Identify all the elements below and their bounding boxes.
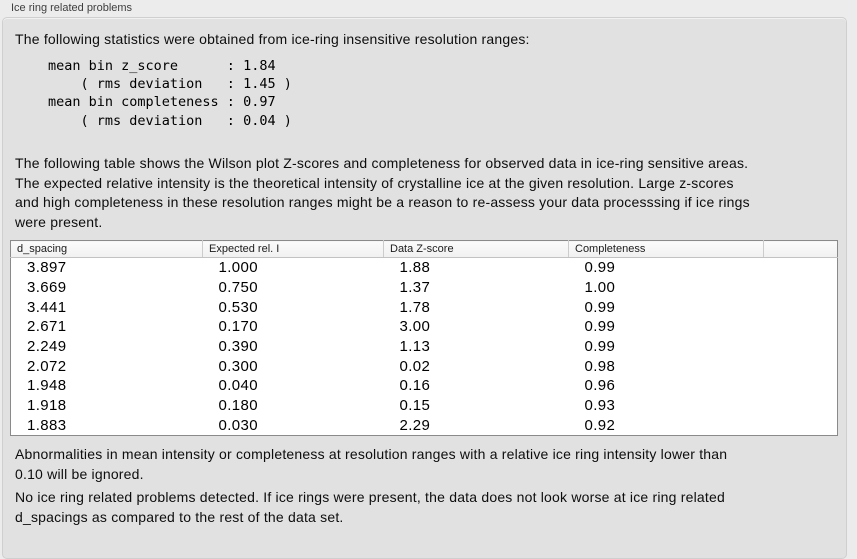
- table-caption: The following table shows the Wilson plo…: [15, 155, 750, 230]
- cell-d-spacing: 3.669: [27, 279, 67, 297]
- intro-text: The following statistics were obtained f…: [15, 31, 530, 47]
- cell-expected-rel-i: 0.170: [218, 318, 259, 336]
- table-row[interactable]: 3.897 1.000 1.88 0.99: [11, 258, 838, 278]
- ice-ring-table-container[interactable]: d_spacing Expected rel. I Data Z-score C…: [10, 240, 838, 437]
- cell-expected-rel-i: 0.300: [218, 357, 259, 375]
- ignore-note: Abnormalities in mean intensity or compl…: [15, 446, 728, 482]
- cell-empty: [764, 396, 838, 416]
- cell-empty: [764, 376, 838, 396]
- cell-empty: [764, 297, 838, 317]
- cell-data-z-score: 0.16: [399, 377, 431, 395]
- table-body: 3.897 1.000 1.88 0.99 3.669 0.750 1.37 1…: [11, 258, 838, 436]
- cell-completeness: 0.92: [584, 416, 616, 434]
- cell-expected-rel-i: 1.000: [218, 259, 259, 277]
- cell-data-z-score: 0.15: [399, 397, 431, 415]
- conclusion-text: No ice ring related problems detected. I…: [15, 489, 725, 525]
- stats-block: mean bin z_score : 1.84 ( rms deviation …: [48, 58, 292, 129]
- cell-expected-rel-i: 0.030: [218, 416, 259, 434]
- cell-completeness: 0.99: [584, 318, 616, 336]
- cell-d-spacing: 3.897: [27, 259, 67, 277]
- cell-empty: [764, 337, 838, 357]
- cell-expected-rel-i: 0.390: [218, 338, 259, 356]
- table-row[interactable]: 3.441 0.530 1.78 0.99: [11, 297, 838, 317]
- cell-empty: [764, 258, 838, 278]
- cell-empty: [764, 317, 838, 337]
- cell-data-z-score: 2.29: [399, 416, 431, 434]
- cell-data-z-score: 1.78: [399, 298, 431, 316]
- table-row[interactable]: 2.671 0.170 3.00 0.99: [11, 317, 838, 337]
- table-row[interactable]: 2.072 0.300 0.02 0.98: [11, 356, 838, 376]
- table-header-row: d_spacing Expected rel. I Data Z-score C…: [10, 240, 838, 258]
- cell-completeness: 0.99: [584, 298, 616, 316]
- col-header-data-z-score[interactable]: Data Z-score: [383, 240, 569, 258]
- cell-d-spacing: 1.883: [27, 416, 67, 434]
- cell-d-spacing: 2.072: [27, 357, 67, 375]
- cell-d-spacing: 3.441: [27, 298, 67, 316]
- cell-d-spacing: 2.249: [27, 338, 67, 356]
- cell-data-z-score: 0.02: [399, 357, 431, 375]
- cell-completeness: 0.99: [584, 338, 616, 356]
- cell-expected-rel-i: 0.530: [218, 298, 259, 316]
- cell-data-z-score: 1.37: [399, 279, 431, 297]
- cell-completeness: 0.93: [584, 397, 616, 415]
- cell-data-z-score: 3.00: [399, 318, 431, 336]
- cell-empty: [764, 356, 838, 376]
- table-row[interactable]: 1.883 0.030 2.29 0.92: [11, 416, 838, 436]
- table-row[interactable]: 2.249 0.390 1.13 0.99: [11, 337, 838, 357]
- cell-completeness: 0.99: [584, 259, 616, 277]
- cell-expected-rel-i: 0.040: [218, 377, 259, 395]
- col-header-empty: [763, 240, 838, 258]
- cell-d-spacing: 1.948: [27, 377, 67, 395]
- cell-d-spacing: 2.671: [27, 318, 67, 336]
- cell-completeness: 1.00: [584, 279, 616, 297]
- col-header-expected-rel-i[interactable]: Expected rel. I: [202, 240, 384, 258]
- cell-empty: [764, 278, 838, 298]
- table-row[interactable]: 1.918 0.180 0.15 0.93: [11, 396, 838, 416]
- cell-completeness: 0.96: [584, 377, 616, 395]
- cell-data-z-score: 1.13: [399, 338, 431, 356]
- cell-d-spacing: 1.918: [27, 397, 67, 415]
- col-header-completeness[interactable]: Completeness: [568, 240, 764, 258]
- cell-expected-rel-i: 0.750: [218, 279, 259, 297]
- cell-data-z-score: 1.88: [399, 259, 431, 277]
- cell-expected-rel-i: 0.180: [218, 397, 259, 415]
- table-row[interactable]: 1.948 0.040 0.16 0.96: [11, 376, 838, 396]
- cell-empty: [764, 416, 838, 436]
- group-box-title: Ice ring related problems: [11, 2, 133, 14]
- ice-ring-table[interactable]: d_spacing Expected rel. I Data Z-score C…: [10, 240, 838, 437]
- table-row[interactable]: 3.669 0.750 1.37 1.00: [11, 278, 838, 298]
- cell-completeness: 0.98: [584, 357, 616, 375]
- col-header-d-spacing[interactable]: d_spacing: [10, 240, 203, 258]
